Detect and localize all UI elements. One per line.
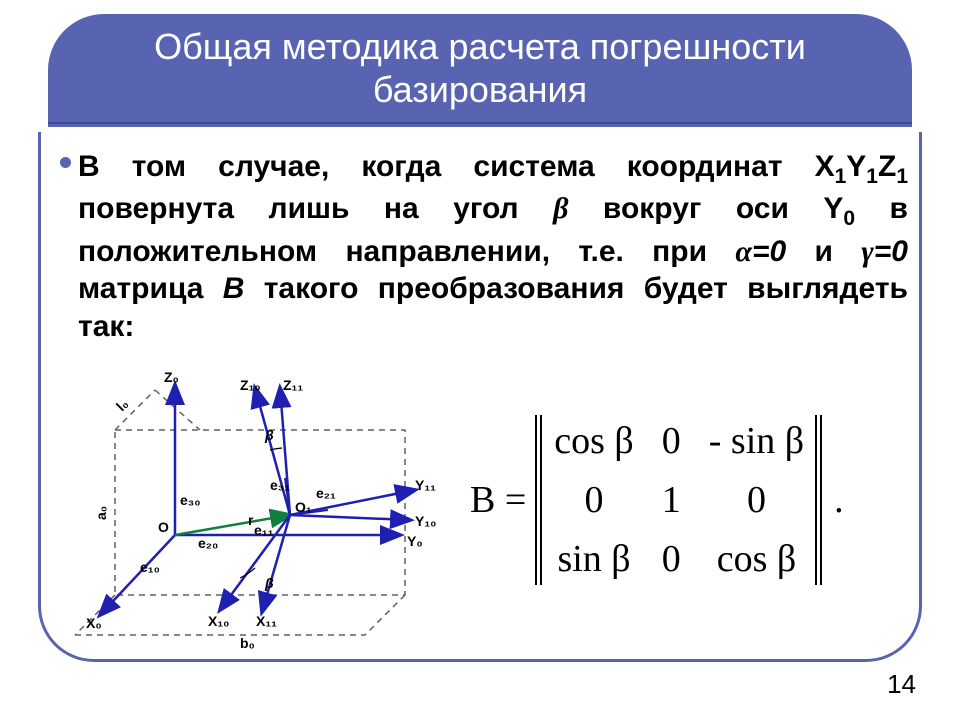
label-e11: e₁₁ bbox=[254, 522, 274, 538]
bullet-icon bbox=[60, 157, 71, 168]
text: Z bbox=[878, 150, 896, 183]
alpha-symbol: α bbox=[735, 235, 752, 268]
gamma-symbol: γ bbox=[861, 235, 873, 268]
label-z11: Z₁₁ bbox=[283, 377, 303, 393]
cell-2-0: sin β bbox=[554, 537, 634, 581]
text: В том случае, когда система координат X bbox=[78, 150, 835, 183]
label-z0: Z₀ bbox=[164, 370, 179, 385]
cell-2-2: cos β bbox=[709, 537, 804, 581]
label-beta-bot: β bbox=[264, 575, 274, 591]
label-e10: e₁₀ bbox=[140, 559, 160, 575]
sub: 1 bbox=[835, 165, 847, 188]
label-a0: a₀ bbox=[93, 506, 109, 520]
label-e21: e₂₁ bbox=[316, 485, 336, 501]
label-l0: l₀ bbox=[113, 396, 132, 415]
cell-0-0: cos β bbox=[554, 419, 634, 463]
label-beta-top: β bbox=[264, 427, 274, 443]
text: повернута лишь на угол bbox=[78, 192, 553, 225]
matrix-lhs: B = bbox=[470, 478, 534, 522]
coordinate-diagram: Z₀ Z₁₀ Z₁₁ Y₀ Y₁₀ Y₁₁ X₀ X₁₀ X₁₁ O O₁ r … bbox=[70, 370, 440, 650]
sub: 1 bbox=[866, 165, 878, 188]
slide: Общая методика расчета погрешности базир… bbox=[0, 0, 960, 720]
title-text: Общая методика расчета погрешности базир… bbox=[88, 25, 872, 111]
page-number: 14 bbox=[887, 669, 916, 700]
matrix-grid: cos β 0 - sin β 0 1 0 sin β 0 cos β bbox=[544, 415, 814, 585]
text: вокруг оси Y bbox=[568, 192, 843, 225]
cell-0-2: - sin β bbox=[709, 419, 804, 463]
text: =0 bbox=[752, 235, 786, 268]
body-paragraph: В том случае, когда система координат X1… bbox=[78, 148, 908, 345]
text: =0 bbox=[874, 235, 908, 268]
label-y0: Y₀ bbox=[407, 533, 423, 549]
matrix-right-bar bbox=[814, 415, 824, 585]
cell-0-1: 0 bbox=[662, 419, 681, 463]
text: и bbox=[786, 235, 861, 268]
title-underline bbox=[48, 124, 912, 127]
rotation-matrix: B = cos β 0 - sin β 0 1 0 sin β 0 cos β … bbox=[470, 400, 910, 600]
matrix-body: cos β 0 - sin β 0 1 0 sin β 0 cos β bbox=[534, 415, 824, 585]
label-e20: e₂₀ bbox=[198, 535, 218, 551]
sub: 0 bbox=[843, 207, 855, 230]
label-z10: Z₁₀ bbox=[240, 377, 261, 393]
text: Y bbox=[846, 150, 866, 183]
cell-1-0: 0 bbox=[554, 478, 634, 522]
cell-1-2: 0 bbox=[709, 478, 804, 522]
beta-symbol: β bbox=[553, 192, 568, 225]
label-e31: e₃₁ bbox=[270, 477, 290, 493]
label-y11: Y₁₁ bbox=[415, 477, 436, 493]
label-x10: X₁₀ bbox=[208, 613, 229, 629]
label-y10: Y₁₀ bbox=[415, 513, 436, 529]
slide-title: Общая методика расчета погрешности базир… bbox=[48, 14, 912, 126]
sub: 1 bbox=[896, 165, 908, 188]
text: матрица bbox=[78, 272, 223, 305]
label-o1: O₁ bbox=[295, 499, 312, 515]
label-x0: X₀ bbox=[86, 615, 102, 631]
matrix-name: B bbox=[223, 272, 245, 305]
label-e30: e₃₀ bbox=[180, 492, 201, 508]
label-o: O bbox=[158, 519, 169, 535]
matrix-period: . bbox=[824, 478, 844, 522]
cell-2-1: 0 bbox=[662, 537, 681, 581]
label-b0: b₀ bbox=[240, 635, 255, 650]
matrix-left-bar bbox=[534, 415, 544, 585]
label-x11: X₁₁ bbox=[256, 613, 277, 629]
cell-1-1: 1 bbox=[662, 478, 681, 522]
